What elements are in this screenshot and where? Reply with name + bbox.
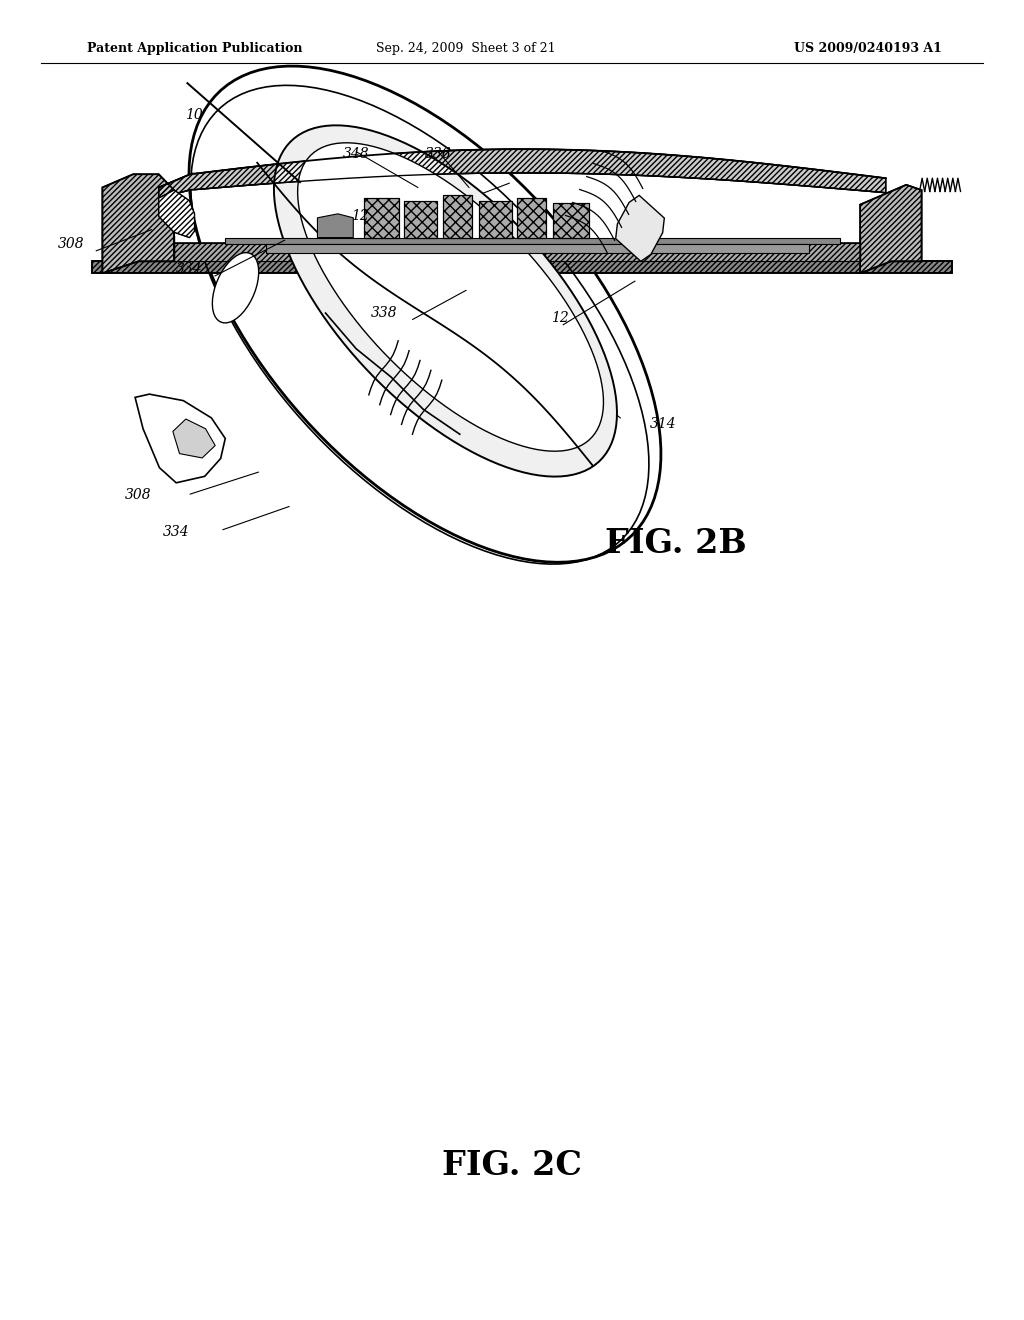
Polygon shape: [189, 66, 660, 562]
Polygon shape: [212, 252, 259, 323]
Polygon shape: [274, 125, 617, 477]
Text: 12: 12: [351, 210, 369, 223]
Text: 336: 336: [425, 148, 452, 161]
Polygon shape: [860, 185, 922, 273]
Polygon shape: [317, 214, 353, 238]
Text: US 2009/0240193 A1: US 2009/0240193 A1: [795, 42, 942, 54]
Polygon shape: [173, 418, 215, 458]
Text: 334: 334: [163, 525, 189, 539]
Polygon shape: [174, 243, 860, 261]
Text: Patent Application Publication: Patent Application Publication: [87, 42, 302, 54]
Text: 314: 314: [650, 417, 677, 430]
Text: 10: 10: [185, 108, 203, 121]
Text: 308: 308: [125, 488, 152, 502]
Polygon shape: [92, 261, 952, 273]
Polygon shape: [479, 201, 512, 238]
Polygon shape: [517, 198, 546, 238]
Text: 308: 308: [57, 238, 84, 251]
Polygon shape: [364, 198, 399, 238]
Polygon shape: [266, 244, 809, 253]
Polygon shape: [159, 149, 886, 198]
Polygon shape: [135, 395, 225, 483]
Text: 338: 338: [371, 306, 397, 319]
Text: FIG. 2C: FIG. 2C: [442, 1148, 582, 1183]
Text: 334: 334: [176, 263, 203, 276]
Polygon shape: [443, 195, 472, 238]
Text: 348: 348: [343, 148, 370, 161]
Polygon shape: [615, 195, 665, 261]
Text: FIG. 2B: FIG. 2B: [605, 528, 746, 560]
Polygon shape: [553, 203, 589, 238]
Polygon shape: [159, 190, 195, 238]
Polygon shape: [102, 174, 174, 273]
Polygon shape: [298, 143, 603, 451]
Text: Sep. 24, 2009  Sheet 3 of 21: Sep. 24, 2009 Sheet 3 of 21: [376, 42, 556, 54]
Polygon shape: [225, 238, 840, 244]
Polygon shape: [404, 201, 437, 238]
Text: 12: 12: [551, 312, 568, 325]
